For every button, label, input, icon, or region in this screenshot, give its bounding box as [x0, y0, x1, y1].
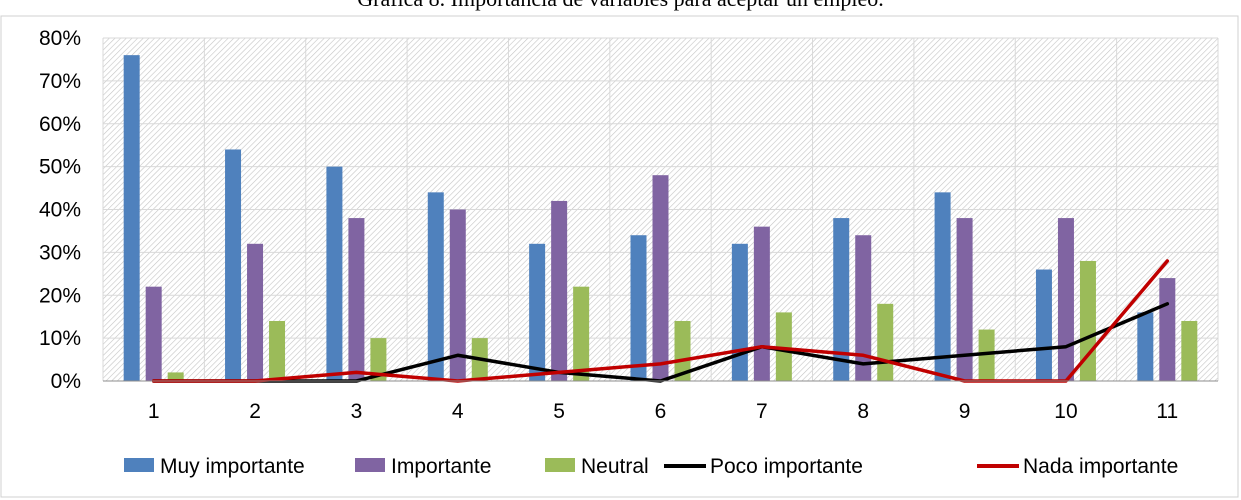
- x-tick-label: 2: [249, 400, 261, 423]
- bar: [1159, 278, 1176, 381]
- bar: [123, 55, 140, 382]
- bar: [833, 218, 850, 381]
- bar: [956, 218, 973, 381]
- legend-label: Neutral: [581, 455, 649, 478]
- bar: [1057, 218, 1074, 381]
- legend-label: Importante: [391, 455, 491, 478]
- bar: [934, 192, 951, 381]
- legend-label: Poco importante: [710, 455, 863, 478]
- legend-swatch: [124, 458, 154, 472]
- bar: [370, 338, 387, 381]
- bar: [573, 286, 590, 381]
- bar: [630, 235, 647, 381]
- bar: [247, 243, 264, 381]
- bar: [674, 320, 691, 381]
- legend-swatch: [545, 458, 575, 472]
- y-tick-label: 20%: [39, 284, 81, 307]
- bar: [449, 209, 466, 381]
- y-tick-label: 10%: [39, 327, 81, 350]
- bar: [1137, 312, 1154, 381]
- x-tick-label: 8: [857, 400, 869, 423]
- y-tick-label: 70%: [39, 70, 81, 93]
- y-tick-label: 40%: [39, 199, 81, 222]
- bar: [225, 149, 242, 381]
- legend-swatch: [355, 458, 385, 472]
- legend: Muy importante Importante Neutral Poco impo…: [124, 455, 1178, 478]
- bar: [1035, 269, 1052, 381]
- bar: [427, 192, 444, 381]
- y-tick-label: 60%: [39, 113, 81, 136]
- bar: [855, 235, 872, 381]
- y-tick-label: 30%: [39, 241, 81, 264]
- x-tick-label: 5: [553, 400, 565, 423]
- bar: [326, 166, 343, 381]
- bar: [167, 372, 184, 381]
- y-tick-label: 80%: [39, 27, 81, 50]
- bar: [269, 320, 286, 381]
- axes: 0% 10% 20% 30% 40% 50% 60% 70% 80% 1 2 3 4 5 6 7 8 9 10 11: [39, 27, 1218, 423]
- legend-label: Nada importante: [1023, 455, 1178, 478]
- bar: [348, 218, 365, 381]
- y-tick-label: 0%: [51, 370, 81, 393]
- y-tick-label: 50%: [39, 156, 81, 179]
- bar: [978, 329, 995, 381]
- x-tick-label: 7: [756, 400, 768, 423]
- chart-title: Gráfica 8. Importancia de variables para…: [0, 0, 1241, 12]
- bar: [753, 226, 770, 381]
- x-tick-label: 9: [959, 400, 971, 423]
- x-tick-label: 10: [1054, 400, 1077, 423]
- legend-label: Muy importante: [160, 455, 305, 478]
- bar: [775, 312, 792, 381]
- x-tick-label: 11: [1156, 400, 1178, 423]
- x-tick-label: 6: [655, 400, 667, 423]
- x-tick-label: 1: [148, 400, 160, 423]
- x-tick-label: 4: [452, 400, 464, 423]
- bar: [877, 303, 894, 381]
- bar: [1181, 320, 1198, 381]
- bar: [551, 200, 568, 381]
- bar: [652, 175, 669, 381]
- bar: [145, 286, 162, 381]
- bars: [123, 55, 1198, 382]
- bar: [731, 243, 748, 381]
- x-tick-label: 3: [351, 400, 363, 423]
- bar: [529, 243, 546, 381]
